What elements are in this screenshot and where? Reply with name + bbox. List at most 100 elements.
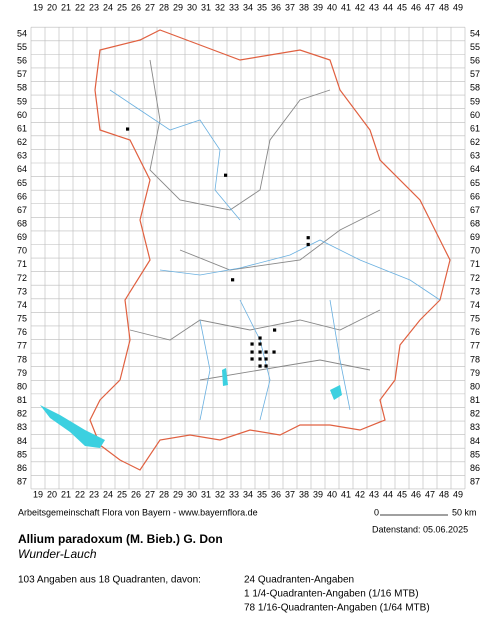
row-label: 65 xyxy=(17,178,27,188)
column-label: 28 xyxy=(159,489,169,499)
occurrence xyxy=(306,236,310,240)
row-label: 77 xyxy=(17,341,27,351)
column-label: 41 xyxy=(341,2,351,12)
row-label: 66 xyxy=(17,191,27,201)
row-label: 67 xyxy=(470,205,480,215)
row-label: 82 xyxy=(470,409,480,419)
column-label: 27 xyxy=(145,489,155,499)
column-label: 48 xyxy=(439,489,449,499)
row-label: 81 xyxy=(17,395,27,405)
row-label: 73 xyxy=(470,286,480,296)
row-label: 75 xyxy=(17,314,27,324)
row-label: 76 xyxy=(17,327,27,337)
row-label: 54 xyxy=(470,28,480,38)
column-label: 45 xyxy=(397,2,407,12)
summary: 103 Angaben aus 18 Quadranten, davon: xyxy=(18,575,201,586)
common-name: Wunder-Lauch xyxy=(18,547,97,561)
column-label: 44 xyxy=(383,489,393,499)
occurrence xyxy=(126,127,130,131)
column-label: 33 xyxy=(229,489,239,499)
row-label: 62 xyxy=(17,137,27,147)
lake xyxy=(222,368,228,386)
species-name: Allium paradoxum (M. Bieb.) G. Don xyxy=(18,532,223,546)
column-label: 21 xyxy=(61,489,71,499)
column-label: 49 xyxy=(453,489,463,499)
row-label: 72 xyxy=(470,273,480,283)
row-label: 68 xyxy=(470,218,480,228)
row-label: 78 xyxy=(17,354,27,364)
column-label: 38 xyxy=(299,489,309,499)
column-label: 25 xyxy=(117,2,127,12)
state-border xyxy=(89,29,451,471)
column-label: 22 xyxy=(75,2,85,12)
column-label: 45 xyxy=(397,489,407,499)
row-label: 70 xyxy=(470,246,480,256)
column-label: 31 xyxy=(201,489,211,499)
column-label: 20 xyxy=(47,489,57,499)
column-label: 31 xyxy=(201,2,211,12)
column-label: 41 xyxy=(341,489,351,499)
scale-start: 0 xyxy=(374,507,379,517)
rivers xyxy=(109,89,441,421)
column-label: 24 xyxy=(103,2,113,12)
column-label: 28 xyxy=(159,2,169,12)
row-label: 55 xyxy=(17,42,27,52)
row-label: 83 xyxy=(470,422,480,432)
row-label: 68 xyxy=(17,218,27,228)
column-label: 26 xyxy=(131,489,141,499)
stat-line: 24 Quadranten-Angaben xyxy=(244,575,354,586)
scale-end: 50 km xyxy=(452,507,477,517)
column-label: 42 xyxy=(355,489,365,499)
row-label: 73 xyxy=(17,286,27,296)
column-label: 22 xyxy=(75,489,85,499)
column-label: 47 xyxy=(425,489,435,499)
row-label: 86 xyxy=(17,463,27,473)
occurrence xyxy=(250,357,254,361)
occurrence xyxy=(264,350,268,354)
row-label: 74 xyxy=(470,300,480,310)
row-label: 70 xyxy=(17,246,27,256)
row-label: 75 xyxy=(470,314,480,324)
occurrence xyxy=(258,364,262,368)
row-label: 84 xyxy=(17,436,27,446)
column-label: 38 xyxy=(299,2,309,12)
column-label: 27 xyxy=(145,2,155,12)
date: Datenstand: 05.06.2025 xyxy=(372,524,468,534)
occurrence xyxy=(264,364,268,368)
column-label: 36 xyxy=(271,489,281,499)
column-label: 32 xyxy=(215,489,225,499)
column-label: 40 xyxy=(327,2,337,12)
row-label: 86 xyxy=(470,463,480,473)
occurrence xyxy=(258,336,262,340)
row-label: 80 xyxy=(17,381,27,391)
column-label: 26 xyxy=(131,2,141,12)
column-label: 39 xyxy=(313,489,323,499)
lake xyxy=(330,385,342,400)
row-label: 66 xyxy=(470,191,480,201)
column-label: 23 xyxy=(89,489,99,499)
row-label: 56 xyxy=(470,56,480,66)
row-label: 64 xyxy=(470,164,480,174)
row-label: 64 xyxy=(17,164,27,174)
column-label: 34 xyxy=(243,489,253,499)
row-label: 85 xyxy=(470,449,480,459)
stat-line: 78 1/16-Quadranten-Angaben (1/64 MTB) xyxy=(244,603,430,614)
lake xyxy=(40,405,105,448)
row-label: 67 xyxy=(17,205,27,215)
row-label: 63 xyxy=(17,151,27,161)
column-label: 40 xyxy=(327,489,337,499)
column-label: 43 xyxy=(369,489,379,499)
column-label: 46 xyxy=(411,489,421,499)
occurrence xyxy=(224,173,228,177)
row-label: 80 xyxy=(470,381,480,391)
column-label: 24 xyxy=(103,489,113,499)
occurrence xyxy=(258,342,262,346)
row-label: 56 xyxy=(17,56,27,66)
column-label: 46 xyxy=(411,2,421,12)
row-label: 61 xyxy=(470,123,480,133)
column-label: 29 xyxy=(173,489,183,499)
row-label: 84 xyxy=(470,436,480,446)
column-label: 48 xyxy=(439,2,449,12)
occurrence xyxy=(306,242,310,247)
